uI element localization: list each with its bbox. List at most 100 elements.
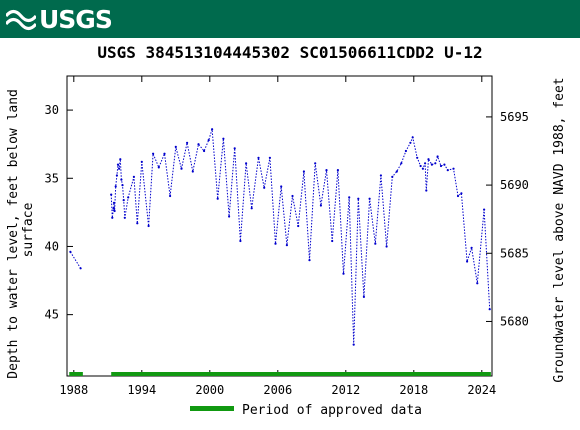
data-point xyxy=(268,156,271,159)
data-point xyxy=(136,222,139,225)
usgs-logo-text: USGS xyxy=(39,4,113,34)
data-point xyxy=(430,163,433,166)
data-point xyxy=(319,204,322,207)
data-point xyxy=(331,239,334,243)
data-point xyxy=(308,259,311,262)
data-point xyxy=(302,170,305,173)
y-left-tick-label: 35 xyxy=(45,171,59,185)
data-point xyxy=(123,216,126,219)
data-point xyxy=(411,136,414,139)
y-left-tick-label: 30 xyxy=(45,103,59,117)
data-point xyxy=(336,169,339,172)
legend-label: Period of approved data xyxy=(242,403,422,418)
data-point xyxy=(280,185,283,188)
y-right-tick-label: 5690 xyxy=(500,178,529,192)
usgs-logo[interactable]: USGS xyxy=(6,4,113,34)
data-point xyxy=(118,167,121,170)
data-point xyxy=(207,139,210,142)
data-point xyxy=(228,215,231,218)
x-tick-label: 2012 xyxy=(331,383,360,397)
data-point xyxy=(152,152,155,155)
data-point xyxy=(439,164,443,168)
data-point xyxy=(180,167,183,170)
data-point xyxy=(352,343,355,346)
y-axis-left-label: Depth to water level, feet below land su… xyxy=(6,81,36,378)
data-point xyxy=(113,209,116,213)
data-point xyxy=(274,242,277,245)
data-point xyxy=(325,169,328,172)
usgs-wave-icon xyxy=(6,4,36,34)
plot-area xyxy=(66,75,493,377)
data-point xyxy=(395,170,398,173)
data-point xyxy=(425,189,428,192)
data-point xyxy=(470,246,473,249)
data-point xyxy=(140,160,143,163)
data-point xyxy=(216,197,219,200)
y-axis-left-ticks: 30 35 40 45 xyxy=(45,103,73,322)
series-line xyxy=(69,251,82,269)
data-point xyxy=(169,194,172,198)
data-point xyxy=(111,216,114,219)
data-point xyxy=(112,207,115,210)
data-point xyxy=(69,250,72,253)
data-point xyxy=(79,267,82,270)
approved-period-bar xyxy=(69,372,83,376)
data-point xyxy=(119,158,122,161)
legend-swatch xyxy=(190,406,234,411)
data-point xyxy=(421,167,424,170)
approved-periods xyxy=(69,372,491,376)
data-point xyxy=(297,224,300,228)
data-point xyxy=(374,242,377,245)
data-point xyxy=(427,158,430,161)
data-point xyxy=(488,308,491,311)
data-point xyxy=(443,163,446,166)
legend: Period of approved data xyxy=(190,403,422,418)
data-point xyxy=(121,184,124,187)
data-point xyxy=(191,170,194,173)
y-axis-left-label-line1: Depth to water level, feet below land xyxy=(6,89,21,379)
data-point xyxy=(122,199,125,202)
data-point xyxy=(120,178,123,181)
data-point xyxy=(416,156,419,159)
x-tick-label: 2006 xyxy=(263,383,292,397)
data-point xyxy=(424,162,427,165)
data-point xyxy=(379,174,382,177)
data-point xyxy=(419,164,422,168)
data-point xyxy=(163,152,166,155)
x-tick-label: 2024 xyxy=(467,383,496,397)
data-point xyxy=(391,175,394,178)
data-point xyxy=(115,174,118,177)
data-point xyxy=(147,224,150,228)
data-point xyxy=(385,245,388,248)
y-axis-left-label-line2: surface xyxy=(21,202,36,257)
usgs-header-bar: USGS xyxy=(0,0,580,38)
data-point xyxy=(368,197,371,200)
data-point xyxy=(285,244,288,247)
data-point xyxy=(348,196,351,199)
data-point xyxy=(291,194,294,198)
x-tick-label: 1994 xyxy=(127,383,156,397)
y-right-tick-label: 5685 xyxy=(500,246,529,260)
x-axis-ticks: 1988 1994 2000 2006 2012 2018 2024 xyxy=(59,76,496,397)
data-point xyxy=(483,208,486,211)
data-point xyxy=(157,166,160,169)
data-point xyxy=(257,156,260,159)
data-point xyxy=(446,169,449,172)
x-tick-label: 2000 xyxy=(195,383,224,397)
data-point xyxy=(233,147,236,150)
data-point xyxy=(409,141,412,144)
data-point xyxy=(112,201,116,204)
chart-title: USGS 384513104445302 SC01506611CDD2 U-12 xyxy=(97,43,482,62)
data-point xyxy=(460,192,463,195)
data-point xyxy=(452,167,455,170)
data-point xyxy=(263,186,266,189)
data-point xyxy=(222,137,225,140)
x-tick-label: 1988 xyxy=(59,383,88,397)
approved-period-bar xyxy=(111,372,491,376)
y-left-tick-label: 45 xyxy=(45,308,59,322)
data-point xyxy=(203,149,206,153)
data-point xyxy=(456,194,460,198)
data-point xyxy=(434,162,437,165)
data-point xyxy=(239,239,242,243)
